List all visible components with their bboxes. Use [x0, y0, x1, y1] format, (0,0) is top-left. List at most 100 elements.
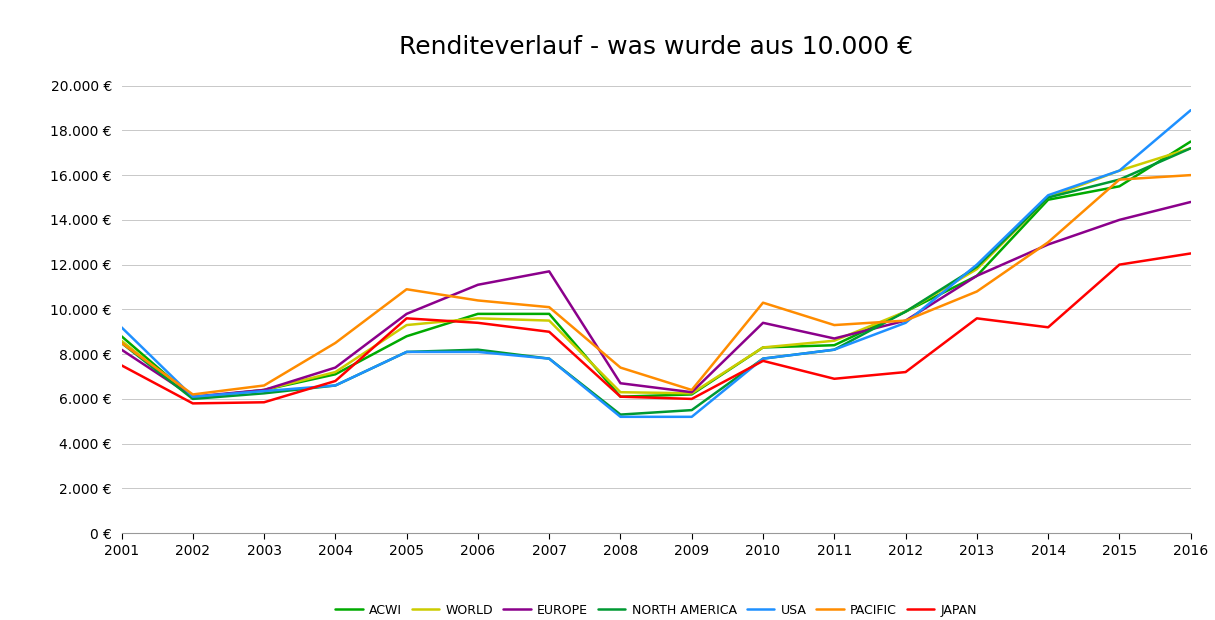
- JAPAN: [470, 319, 485, 327]
- PACIFIC: [114, 339, 129, 347]
- USA: [614, 413, 628, 420]
- NORTH AMERICA: [470, 346, 485, 353]
- WORLD: [827, 337, 842, 345]
- EUROPE: [542, 268, 556, 275]
- JAPAN: [542, 328, 556, 335]
- Line: NORTH AMERICA: NORTH AMERICA: [122, 148, 1191, 415]
- USA: [328, 382, 343, 389]
- EUROPE: [256, 386, 271, 394]
- JAPAN: [400, 314, 414, 322]
- NORTH AMERICA: [970, 263, 984, 270]
- ACWI: [114, 332, 129, 340]
- ACWI: [1183, 138, 1198, 145]
- ACWI: [1041, 196, 1056, 203]
- EUROPE: [970, 272, 984, 280]
- USA: [1183, 107, 1198, 114]
- NORTH AMERICA: [1183, 144, 1198, 152]
- JAPAN: [1041, 324, 1056, 331]
- JAPAN: [256, 399, 271, 406]
- JAPAN: [1183, 250, 1198, 257]
- EUROPE: [684, 389, 699, 396]
- WORLD: [614, 389, 628, 396]
- ACWI: [614, 393, 628, 401]
- NORTH AMERICA: [114, 339, 129, 347]
- USA: [114, 324, 129, 331]
- WORLD: [1183, 144, 1198, 152]
- WORLD: [542, 317, 556, 324]
- NORTH AMERICA: [400, 348, 414, 356]
- PACIFIC: [256, 382, 271, 389]
- EUROPE: [827, 335, 842, 342]
- USA: [542, 355, 556, 362]
- JAPAN: [1112, 261, 1126, 268]
- Legend: ACWI, WORLD, EUROPE, NORTH AMERICA, USA, PACIFIC, JAPAN: ACWI, WORLD, EUROPE, NORTH AMERICA, USA,…: [330, 599, 982, 620]
- EUROPE: [328, 364, 343, 371]
- USA: [684, 413, 699, 420]
- JAPAN: [186, 400, 200, 407]
- WORLD: [328, 368, 343, 376]
- WORLD: [684, 389, 699, 397]
- ACWI: [898, 308, 912, 316]
- WORLD: [1041, 194, 1056, 202]
- Line: JAPAN: JAPAN: [122, 254, 1191, 404]
- JAPAN: [328, 378, 343, 385]
- EUROPE: [400, 310, 414, 317]
- PACIFIC: [1041, 239, 1056, 246]
- NORTH AMERICA: [614, 411, 628, 418]
- EUROPE: [186, 393, 200, 401]
- NORTH AMERICA: [328, 382, 343, 389]
- EUROPE: [470, 281, 485, 288]
- ACWI: [186, 394, 200, 402]
- Title: Renditeverlauf - was wurde aus 10.000 €: Renditeverlauf - was wurde aus 10.000 €: [399, 35, 914, 58]
- PACIFIC: [684, 386, 699, 394]
- JAPAN: [684, 395, 699, 402]
- NORTH AMERICA: [186, 395, 200, 402]
- USA: [186, 393, 200, 401]
- ACWI: [970, 272, 984, 280]
- NORTH AMERICA: [1112, 176, 1126, 184]
- ACWI: [1112, 182, 1126, 190]
- USA: [1112, 167, 1126, 174]
- EUROPE: [898, 317, 912, 324]
- PACIFIC: [970, 288, 984, 295]
- NORTH AMERICA: [542, 355, 556, 362]
- USA: [970, 261, 984, 268]
- Line: PACIFIC: PACIFIC: [122, 175, 1191, 394]
- PACIFIC: [614, 364, 628, 371]
- WORLD: [256, 386, 271, 394]
- USA: [1041, 192, 1056, 199]
- JAPAN: [898, 368, 912, 376]
- USA: [256, 388, 271, 395]
- NORTH AMERICA: [756, 355, 770, 362]
- USA: [400, 348, 414, 356]
- WORLD: [898, 308, 912, 316]
- PACIFIC: [542, 303, 556, 311]
- ACWI: [542, 310, 556, 317]
- EUROPE: [114, 346, 129, 353]
- PACIFIC: [400, 286, 414, 293]
- WORLD: [114, 337, 129, 345]
- WORLD: [1112, 167, 1126, 174]
- WORLD: [756, 343, 770, 351]
- NORTH AMERICA: [684, 406, 699, 414]
- JAPAN: [756, 357, 770, 365]
- PACIFIC: [186, 391, 200, 398]
- USA: [827, 346, 842, 353]
- EUROPE: [1112, 216, 1126, 224]
- JAPAN: [614, 393, 628, 401]
- ACWI: [256, 386, 271, 394]
- NORTH AMERICA: [827, 346, 842, 353]
- PACIFIC: [827, 321, 842, 329]
- PACIFIC: [328, 339, 343, 347]
- USA: [756, 355, 770, 362]
- ACWI: [400, 332, 414, 340]
- Line: EUROPE: EUROPE: [122, 202, 1191, 397]
- Line: ACWI: ACWI: [122, 141, 1191, 398]
- PACIFIC: [1112, 176, 1126, 184]
- NORTH AMERICA: [898, 308, 912, 316]
- Line: WORLD: WORLD: [122, 148, 1191, 398]
- USA: [470, 348, 485, 356]
- JAPAN: [114, 361, 129, 369]
- PACIFIC: [756, 299, 770, 306]
- PACIFIC: [470, 297, 485, 304]
